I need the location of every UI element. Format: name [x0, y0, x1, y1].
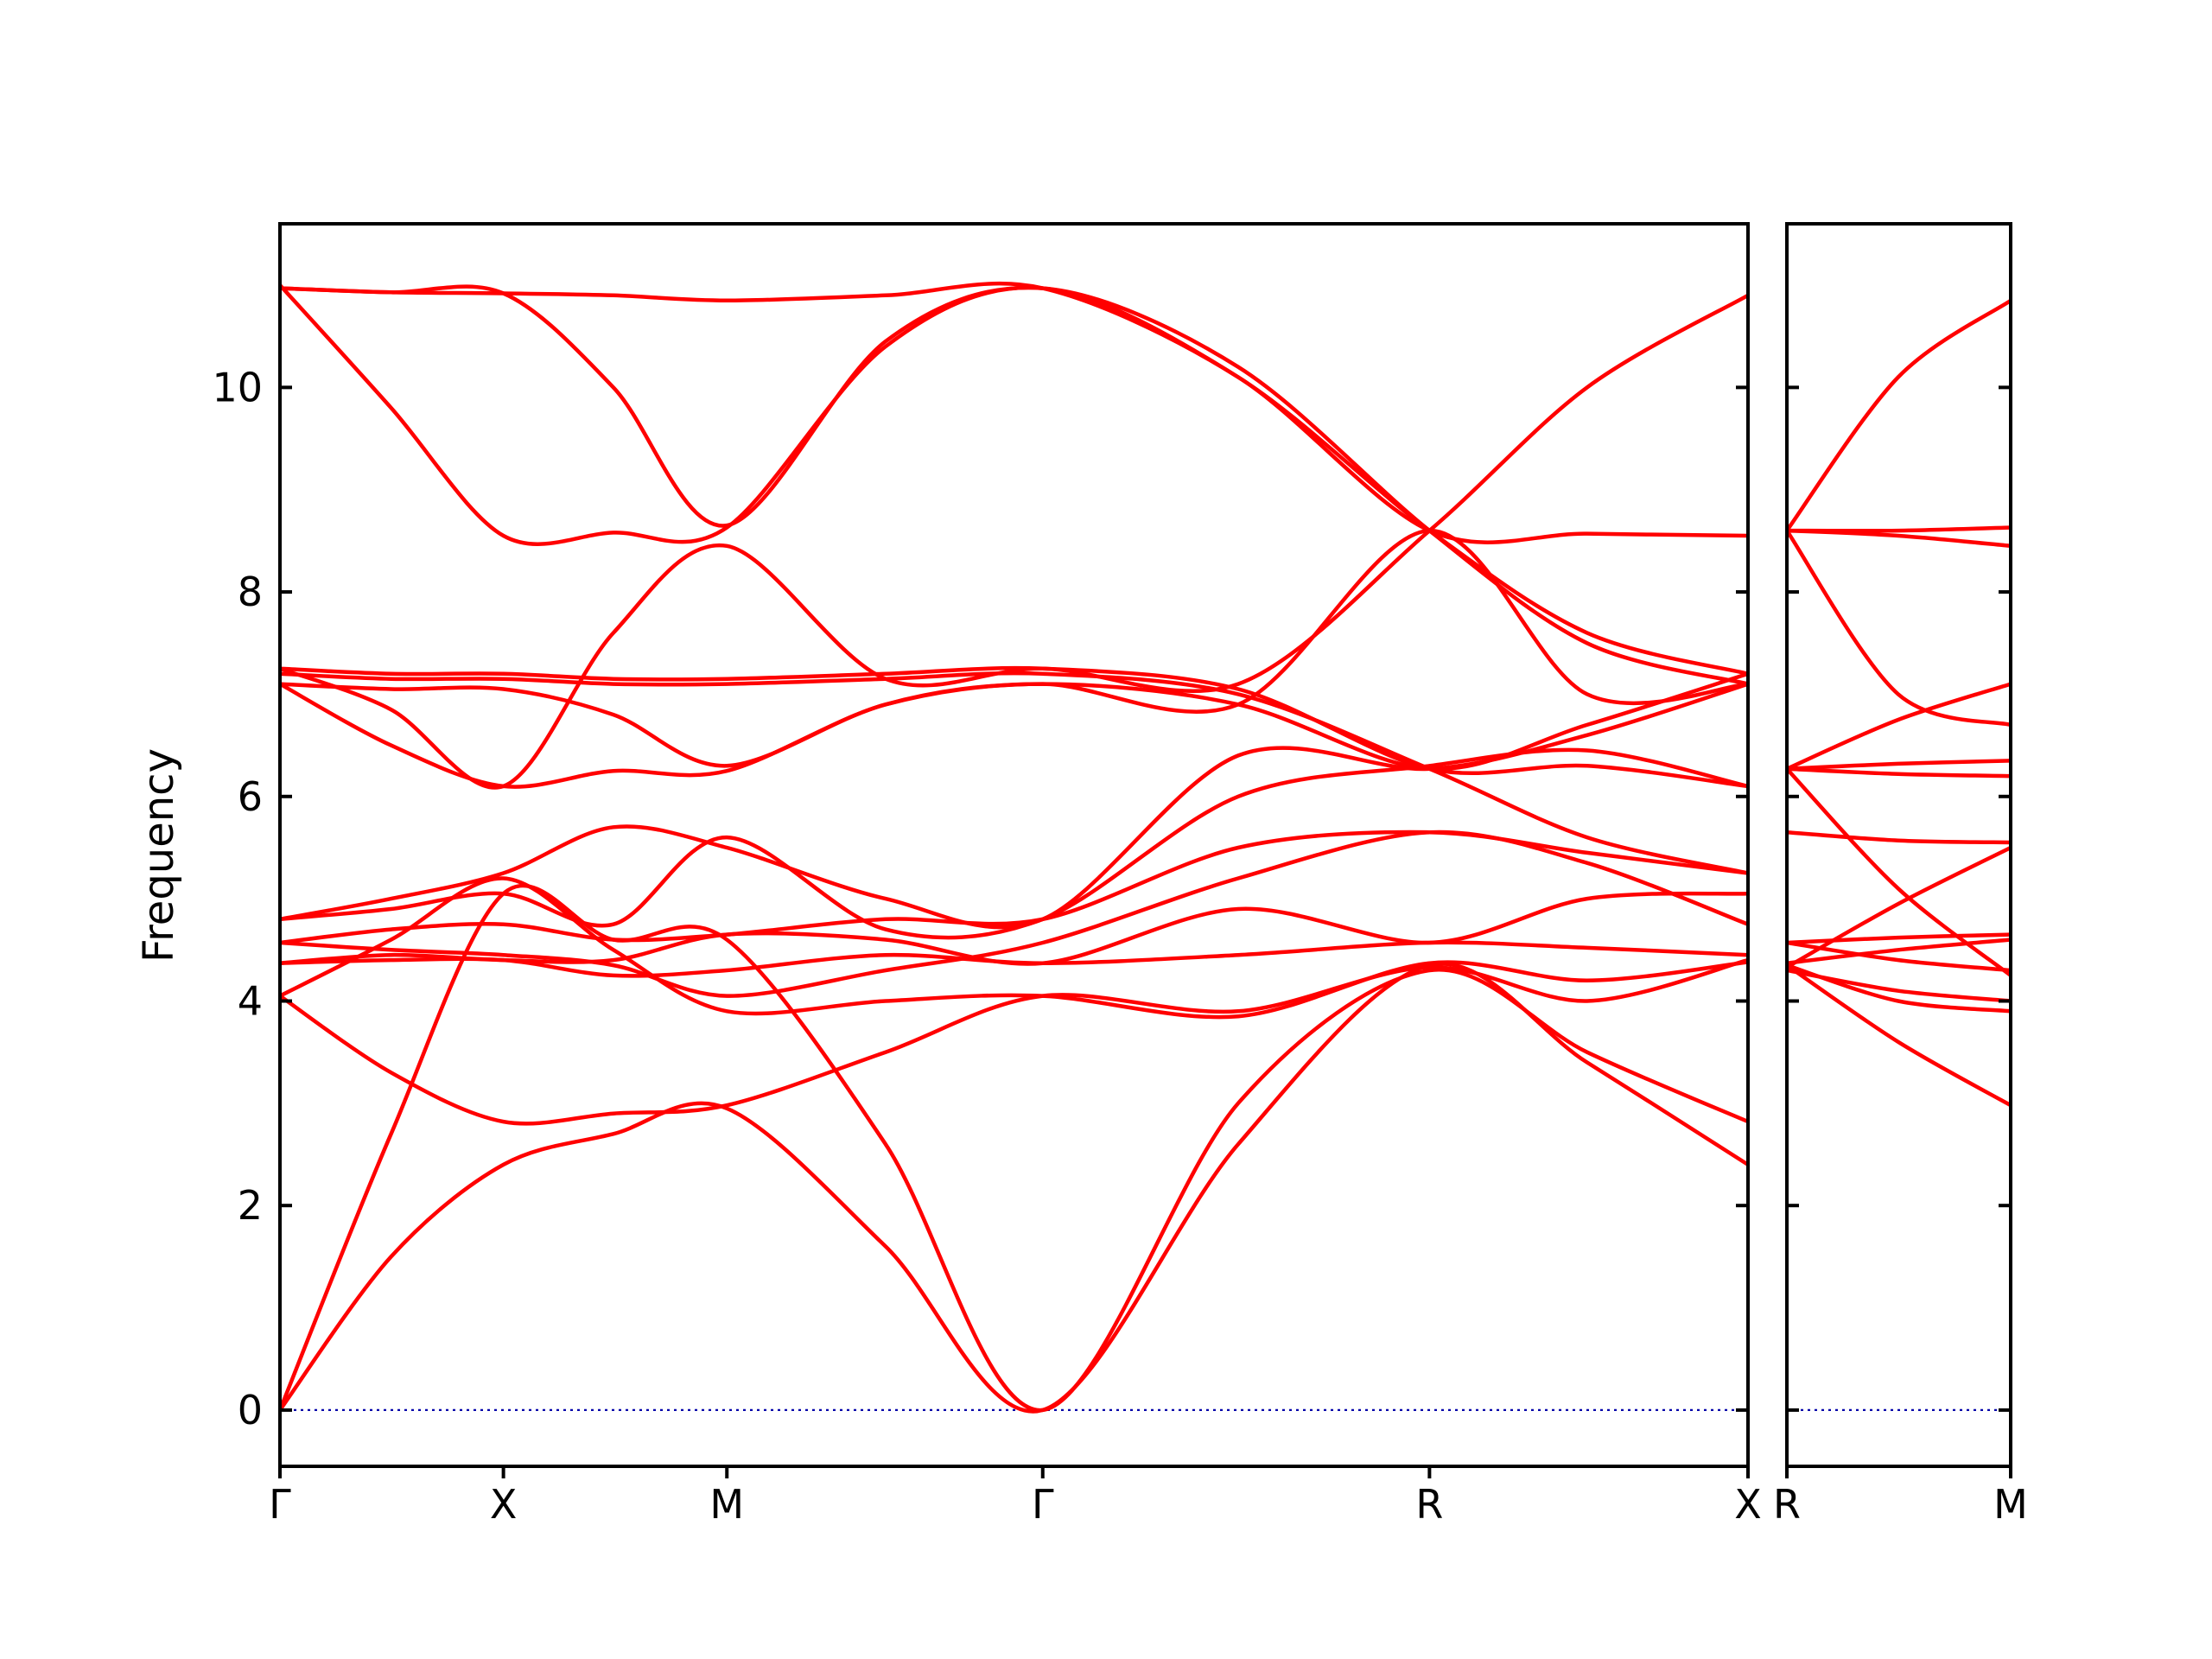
x-tick-label: X [490, 1481, 518, 1528]
band-line-1-9 [1787, 766, 2011, 779]
band-line-0-14 [280, 671, 1748, 875]
band-line-1-15 [1787, 298, 2011, 533]
band-line-0-2 [280, 957, 1748, 1126]
band-line-1-13 [1787, 528, 2011, 549]
band-line-1-12 [1787, 528, 2011, 728]
band-line-0-17 [280, 284, 1748, 686]
band-line-0-16 [280, 281, 1748, 677]
y-tick-label: 6 [238, 773, 263, 820]
y-tick-label: 2 [238, 1182, 263, 1229]
x-tick-label: M [1993, 1481, 2028, 1528]
x-tick-label: R [1773, 1481, 1801, 1528]
band-line-1-6 [1787, 845, 2011, 969]
plot-frame [278, 222, 1750, 1468]
band-line-0-9 [280, 682, 1748, 930]
y-tick-label: 10 [212, 364, 263, 410]
band-line-0-1 [280, 884, 1748, 1413]
y-axis-label: Frequency [135, 748, 183, 963]
x-tick-label: R [1415, 1481, 1443, 1528]
panel-main: 0 2 4 6 8 10 Γ X M Γ R X [212, 222, 1762, 1528]
x-tick-label: Γ [1032, 1481, 1054, 1528]
band-line-1-2 [1787, 968, 2011, 1003]
band-line-1-14 [1787, 525, 2011, 533]
band-line-0-12 [280, 293, 1748, 790]
plot-frame [1785, 222, 2012, 1468]
band-line-1-3 [1787, 938, 2011, 965]
band-line-1-11 [1787, 682, 2011, 772]
band-line-1-4 [1787, 932, 2011, 945]
band-line-1-5 [1787, 940, 2011, 973]
x-tick-label: Γ [269, 1481, 291, 1528]
band-line-0-5 [280, 891, 1748, 966]
band-line-1-0 [1787, 963, 2011, 1108]
y-tick-label: 4 [238, 977, 263, 1024]
band-line-0-13 [280, 665, 1748, 789]
band-line-1-10 [1787, 759, 2011, 772]
y-tick-label: 8 [238, 569, 263, 615]
y-tick-label: 0 [238, 1387, 263, 1433]
x-tick-label: X [1734, 1481, 1762, 1528]
band-line-1-8 [1787, 766, 2011, 978]
band-line-0-0 [280, 962, 1748, 1414]
x-tick-label: M [709, 1481, 744, 1528]
band-line-0-7 [280, 830, 1748, 945]
band-line-0-8 [280, 747, 1748, 940]
band-line-0-11 [280, 528, 1748, 768]
band-line-0-15 [280, 283, 1748, 546]
band-line-1-7 [1787, 830, 2011, 845]
band-line-0-3 [280, 876, 1748, 1020]
